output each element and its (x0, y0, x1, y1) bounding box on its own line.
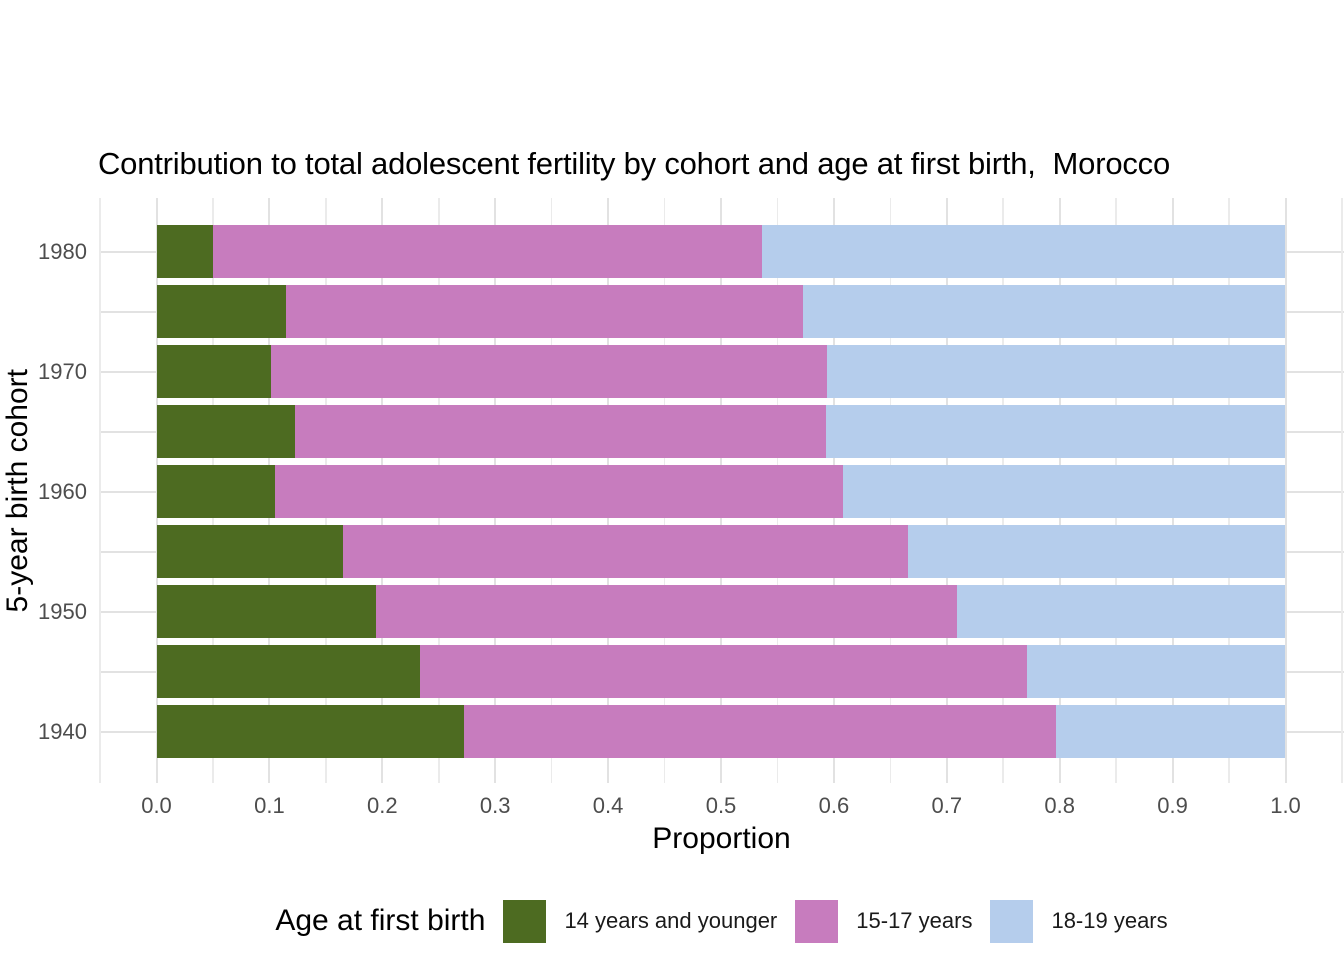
bar-segment-1950-15-17-years (375, 585, 957, 638)
bar-segment-1950-18-19-years (956, 585, 1286, 638)
bar-segment-1975-18-19-years (803, 285, 1286, 338)
y-tick-label-1980: 1980 (38, 238, 87, 264)
bar-segment-1965-18-19-years (825, 405, 1286, 458)
legend-item-14-years-and-younger: 14 years and younger (503, 899, 778, 943)
bar-segment-1945-14-years-and-younger (156, 645, 420, 698)
x-tick-label-0.6: 0.6 (818, 793, 850, 818)
legend-label: 15-17 years (856, 908, 973, 933)
v-gridline-1 (1284, 198, 1287, 783)
bar-segment-1970-15-17-years (270, 345, 828, 398)
bar-segment-1970-14-years-and-younger (156, 345, 271, 398)
x-tick-label-0.5: 0.5 (705, 793, 737, 818)
x-tick-label-0.4: 0.4 (592, 793, 624, 818)
bar-segment-1955-18-19-years (908, 525, 1286, 578)
bar-segment-1940-15-17-years (463, 705, 1057, 758)
v-gridline-minor (1341, 198, 1343, 783)
bar-row-1975 (99, 285, 1344, 338)
bar-segment-1975-15-17-years (286, 285, 804, 338)
bar-segment-1975-14-years-and-younger (156, 285, 287, 338)
x-tick-label-1.0: 1.0 (1270, 793, 1301, 818)
bar-segment-1970-18-19-years (827, 345, 1286, 398)
bar-row-1960 (99, 465, 1344, 518)
legend-item-18-19-years: 18-19 years (990, 899, 1168, 943)
bar-segment-1940-14-years-and-younger (156, 705, 464, 758)
bar-row-1970 (99, 345, 1344, 398)
bar-segment-1955-14-years-and-younger (156, 525, 343, 578)
legend-title: Age at first birth (275, 904, 486, 937)
x-tick-label-0.2: 0.2 (367, 793, 398, 818)
x-tick-label-0.3: 0.3 (479, 793, 511, 818)
bar-row-1980 (99, 225, 1344, 278)
x-tick-label-0.8: 0.8 (1044, 793, 1075, 818)
legend-items: 14 years and younger 15-17 years 18-19 yea… (503, 899, 1168, 943)
bar-segment-1945-15-17-years (419, 645, 1027, 698)
bar-row-1965 (99, 405, 1344, 458)
legend-swatch-icon (990, 899, 1034, 943)
bar-segment-1945-18-19-years (1026, 645, 1286, 698)
legend-item-15-17-years: 15-17 years (795, 899, 973, 943)
bar-row-1950 (99, 585, 1344, 638)
bar-segment-1980-18-19-years (761, 225, 1286, 278)
bar-segment-1960-18-19-years (842, 465, 1286, 518)
v-gridline-minor (99, 198, 101, 783)
bar-row-1940 (99, 705, 1344, 758)
x-tick-label-0.9: 0.9 (1157, 793, 1188, 818)
x-tick-label-0.7: 0.7 (931, 793, 963, 818)
y-tick-label-1960: 1960 (38, 478, 87, 504)
y-tick-label-1940: 1940 (38, 718, 87, 744)
plot-panel (99, 198, 1344, 783)
legend-swatch-icon (795, 899, 839, 943)
bar-segment-1965-14-years-and-younger (156, 405, 296, 458)
bar-segment-1960-14-years-and-younger (156, 465, 276, 518)
legend: Age at first birth 14 years and younger 1… (99, 898, 1344, 944)
bar-row-1945 (99, 645, 1344, 698)
legend-label: 14 years and younger (564, 908, 778, 933)
bar-row-1955 (99, 525, 1344, 578)
x-axis-title: Proportion (652, 822, 791, 855)
bar-segment-1965-15-17-years (295, 405, 826, 458)
bar-segment-1980-15-17-years (212, 225, 762, 278)
legend-swatch-icon (503, 899, 547, 943)
chart-title: Contribution to total adolescent fertili… (98, 146, 1170, 181)
bar-segment-1960-15-17-years (275, 465, 843, 518)
x-tick-label-0.0: 0.0 (141, 793, 172, 818)
bar-segment-1950-14-years-and-younger (156, 585, 376, 638)
bar-segment-1980-14-years-and-younger (156, 225, 213, 278)
x-tick-label-0.1: 0.1 (254, 793, 285, 818)
y-tick-label-1950: 1950 (38, 598, 87, 624)
y-tick-label-1970: 1970 (38, 358, 87, 384)
bar-segment-1940-18-19-years (1056, 705, 1286, 758)
bar-segment-1955-15-17-years (342, 525, 909, 578)
legend-label: 18-19 years (1051, 908, 1168, 933)
